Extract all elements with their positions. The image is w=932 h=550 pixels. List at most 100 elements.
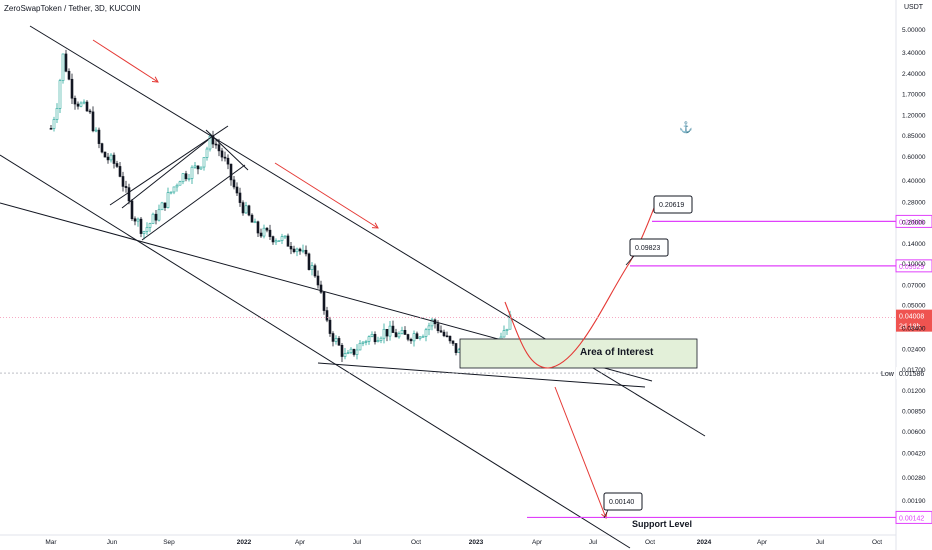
candle-body [199, 166, 203, 170]
y-tick-label: 0.60000 [902, 154, 926, 161]
callout-pointer [625, 255, 635, 266]
callout-label: 0.09823 [635, 245, 660, 252]
candle-body [85, 101, 89, 112]
current-price-label: 0.04008 [899, 314, 924, 321]
level-tag-label: 0.09529 [899, 264, 924, 271]
candle-body [106, 156, 110, 161]
candle-body [64, 53, 68, 72]
candle-body [370, 333, 374, 338]
trend-arrow-1[interactable] [92, 39, 159, 83]
candle-body [232, 179, 236, 188]
candle-body [289, 246, 293, 250]
y-tick-label: 0.20000 [902, 220, 926, 227]
candle-body [169, 191, 173, 194]
candle-body [202, 157, 206, 168]
candle-body [274, 240, 278, 243]
y-tick-label: 0.01200 [902, 388, 926, 395]
x-tick-label: 2022 [237, 539, 252, 546]
candle-body [217, 144, 221, 152]
area-of-interest-zone[interactable] [459, 338, 698, 369]
candle-body [427, 325, 431, 331]
level-tag [895, 259, 932, 273]
candle-body [58, 80, 62, 109]
x-tick-label: Oct [645, 539, 655, 546]
candle-body [214, 143, 218, 146]
low-label: Low [881, 371, 895, 378]
x-tick-label: Jul [353, 539, 362, 546]
x-tick-label: Oct [872, 539, 882, 546]
trendline-wedge-bottom[interactable] [317, 362, 646, 388]
bull-flag-outer-line[interactable] [109, 125, 229, 206]
candle-body [103, 151, 107, 158]
callout-box[interactable] [629, 238, 669, 257]
candle-body [133, 218, 137, 222]
candle-body [238, 192, 242, 203]
candle-body [250, 214, 254, 223]
y-tick-label: 0.01700 [902, 367, 926, 374]
callout-label: 0.20619 [659, 202, 684, 209]
candle-body [115, 163, 119, 167]
candle-body [109, 154, 113, 161]
candle-body [313, 265, 317, 277]
candle-body [394, 332, 398, 338]
candle-body [142, 231, 146, 234]
candle-body [154, 213, 158, 221]
candle-body [388, 325, 392, 337]
trendline-upper-channel[interactable] [29, 25, 706, 437]
anchor-icon[interactable]: ⚓ [679, 122, 693, 134]
level-tag-label: 0.00142 [899, 515, 924, 522]
candle-body [112, 154, 116, 164]
price-axis[interactable] [896, 0, 932, 550]
candle-body [316, 275, 320, 286]
candle-body [283, 235, 287, 238]
candle-body [406, 334, 410, 340]
callout-box[interactable] [603, 492, 643, 511]
trend-arrow-2[interactable] [274, 162, 379, 229]
candle-body [166, 192, 170, 208]
candle-body [82, 101, 86, 104]
candle-body [55, 108, 59, 120]
bull-flag-cap-line[interactable] [205, 129, 249, 171]
y-tick-label: 0.07000 [902, 282, 926, 289]
candle-body [259, 232, 263, 237]
candle-body [373, 333, 377, 343]
candle-body [298, 248, 302, 252]
x-tick-label: Apr [295, 539, 306, 546]
candle-body [118, 166, 122, 177]
candle-body [196, 165, 200, 170]
candle-body [61, 53, 65, 81]
candle-body [403, 329, 407, 335]
trend-arrow-2-head [371, 222, 379, 229]
y-tick-label: 0.00280 [902, 475, 926, 482]
candle-body [409, 339, 413, 342]
low-value-label: 0.01586 [899, 371, 924, 378]
bull-flag-top-line[interactable] [121, 139, 209, 209]
callout-box[interactable] [653, 195, 693, 214]
candle-body [502, 330, 506, 338]
y-tick-label: 0.85000 [902, 133, 926, 140]
callout-pointer [603, 509, 609, 519]
candle-body [442, 331, 446, 337]
x-tick-label: 2023 [469, 539, 484, 546]
y-tick-label: 0.28000 [902, 199, 926, 206]
candle-body [268, 229, 272, 237]
candle-body [331, 333, 335, 342]
candle-body [193, 165, 197, 168]
candle-body [187, 178, 191, 180]
bull-flag-bottom-line[interactable] [141, 164, 246, 241]
candle-body [136, 218, 140, 222]
y-tick-label: 0.14000 [902, 241, 926, 248]
y-tick-label: 5.00000 [902, 27, 926, 34]
candle-body [364, 341, 368, 343]
candle-body [205, 148, 209, 158]
candles[interactable] [49, 49, 512, 368]
y-tick-label: 3.40000 [902, 50, 926, 57]
y-tick-label: 0.40000 [902, 178, 926, 185]
trendline-lower-channel[interactable] [0, 154, 631, 549]
projection-down-arrow[interactable] [554, 386, 607, 519]
candle-body [436, 323, 440, 331]
candle-body [124, 186, 128, 188]
candle-body [67, 70, 71, 80]
